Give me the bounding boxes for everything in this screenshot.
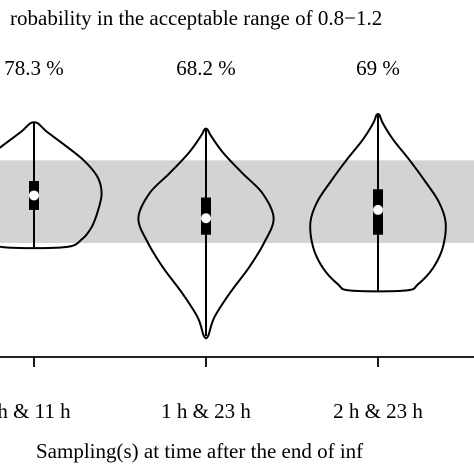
x-tick-label: h & 11 h	[0, 399, 71, 423]
violin-outline	[137, 127, 275, 340]
violin-median-marker	[29, 190, 39, 201]
acceptable-range-band	[0, 160, 474, 243]
violin-3	[309, 112, 447, 293]
chart-title: robability in the acceptable range of 0.…	[10, 6, 382, 30]
violin-1	[0, 121, 103, 250]
probability-label: 78.3 %	[4, 56, 64, 80]
x-tick-label: 1 h & 23 h	[161, 399, 251, 423]
x-axis-label: Sampling(s) at time after the end of inf	[36, 439, 363, 463]
probability-label: 68.2 %	[176, 56, 236, 80]
violin-2	[137, 127, 275, 340]
x-tick-label: 2 h & 23 h	[333, 399, 423, 423]
violin-median-marker	[373, 204, 383, 215]
probability-label: 69 %	[356, 56, 400, 80]
violin-median-marker	[201, 213, 211, 224]
violin-outline	[0, 121, 103, 250]
violin-outline	[309, 112, 447, 293]
